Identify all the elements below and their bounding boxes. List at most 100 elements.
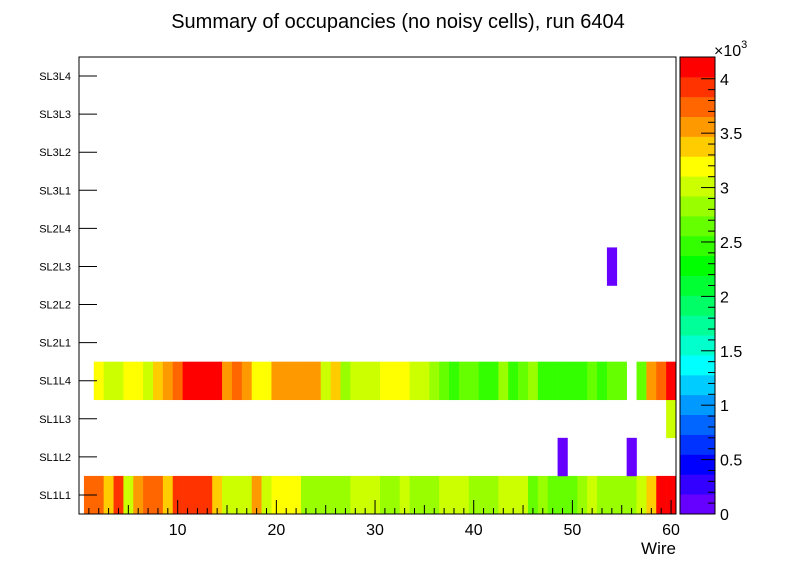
z-exponent-base: ×10 <box>714 43 741 60</box>
cell-sl1l4-wire-27 <box>340 361 351 401</box>
cell-sl1l4-wire-5 <box>123 361 134 401</box>
cell-sl1l4-wire-42 <box>488 361 499 401</box>
cell-sl1l1-wire-9 <box>162 475 174 515</box>
cell-sl1l1-wire-52 <box>587 475 598 515</box>
palette-band-12 <box>680 255 715 276</box>
cell-sl1l1-wire-46 <box>527 475 539 515</box>
color-palette <box>680 57 715 515</box>
cell-sl1l4-wire-8 <box>153 361 164 401</box>
y-tick-label-sl2l1: SL2L1 <box>39 338 71 350</box>
cell-sl1l4-wire-57 <box>636 361 647 401</box>
cell-sl1l4-wire-26 <box>330 361 341 401</box>
cell-sl1l1-wire-29 <box>360 475 371 515</box>
cell-sl1l1-wire-32 <box>389 475 400 515</box>
cell-sl1l1-wire-54 <box>606 475 618 515</box>
palette-band-11 <box>680 275 715 296</box>
y-tick-label-sl3l3: SL3L3 <box>39 109 71 121</box>
cell-sl1l4-wire-13 <box>202 361 213 401</box>
z-tick-label-0.5: 0.5 <box>720 453 742 470</box>
cell-sl1l1-wire-40 <box>468 475 479 515</box>
cell-sl2l3-wire-54 <box>606 247 618 286</box>
palette-band-15 <box>680 196 715 217</box>
palette-band-6 <box>680 374 715 396</box>
z-exponent-power: 3 <box>741 39 747 51</box>
cell-sl1l1-wire-45 <box>518 475 529 515</box>
cell-sl1l4-wire-55 <box>616 361 627 401</box>
cell-sl1l4-wire-20 <box>271 361 282 401</box>
x-tick-label-10: 10 <box>169 522 187 539</box>
cell-sl1l1-wire-13 <box>202 475 213 515</box>
palette-band-9 <box>680 315 715 336</box>
cell-sl1l4-wire-16 <box>231 361 243 401</box>
y-tick-label-sl2l4: SL2L4 <box>39 223 71 235</box>
cell-sl1l1-wire-3 <box>103 475 114 515</box>
palette-band-7 <box>680 355 715 376</box>
cell-sl1l1-wire-19 <box>261 475 272 515</box>
cell-sl1l1-wire-12 <box>192 475 203 515</box>
cell-sl1l4-wire-45 <box>518 361 529 401</box>
cell-sl1l1-wire-15 <box>222 475 233 515</box>
cell-sl1l4-wire-19 <box>261 361 272 401</box>
cell-sl1l1-wire-50 <box>567 475 578 515</box>
heatmap-cells <box>83 247 677 515</box>
cell-sl1l4-wire-38 <box>449 361 460 401</box>
cell-sl1l4-wire-50 <box>567 361 578 401</box>
palette-band-0 <box>680 494 715 515</box>
x-tick-label-50: 50 <box>563 522 581 539</box>
cell-sl1l4-wire-34 <box>409 361 420 401</box>
cell-sl1l4-wire-21 <box>281 361 292 401</box>
palette-band-17 <box>680 156 715 177</box>
cell-sl1l4-wire-53 <box>597 361 608 401</box>
cell-sl1l4-wire-49 <box>557 361 568 401</box>
cell-sl1l1-wire-28 <box>350 475 361 515</box>
palette-band-4 <box>680 414 715 435</box>
cell-sl1l4-wire-29 <box>360 361 371 401</box>
cell-sl1l1-wire-56 <box>626 475 637 515</box>
z-tick-label-3: 3 <box>720 181 729 198</box>
y-tick-label-sl2l3: SL2L3 <box>39 261 71 273</box>
palette-band-16 <box>680 176 715 197</box>
cell-sl1l1-wire-47 <box>537 475 549 515</box>
cell-sl1l4-wire-18 <box>251 361 262 401</box>
y-tick-label-sl1l2: SL1L2 <box>39 452 71 464</box>
cell-sl1l4-wire-28 <box>350 361 361 401</box>
cell-sl1l1-wire-35 <box>419 475 430 515</box>
cell-sl1l4-wire-33 <box>399 361 410 401</box>
cell-sl1l1-wire-55 <box>616 475 627 515</box>
cell-sl1l4-wire-59 <box>656 361 667 401</box>
cell-sl1l4-wire-11 <box>182 361 193 401</box>
y-tick-label-sl3l2: SL3L2 <box>39 147 71 159</box>
y-tick-label-sl2l2: SL2L2 <box>39 300 71 312</box>
cell-sl1l4-wire-58 <box>646 361 657 401</box>
cell-sl1l1-wire-39 <box>458 475 470 515</box>
cell-sl1l1-wire-24 <box>310 475 322 515</box>
palette-band-14 <box>680 215 715 237</box>
palette-band-13 <box>680 235 715 257</box>
cell-sl1l1-wire-42 <box>488 475 499 515</box>
y-tick-label-sl3l1: SL3L1 <box>39 185 71 197</box>
palette-band-1 <box>680 474 715 495</box>
palette-band-3 <box>680 434 715 455</box>
cell-sl1l4-wire-22 <box>291 361 302 401</box>
palette-band-22 <box>680 57 715 78</box>
cell-sl1l4-wire-12 <box>192 361 203 401</box>
cell-sl1l1-wire-49 <box>557 475 568 515</box>
cell-sl1l4-wire-7 <box>143 361 154 401</box>
cell-sl1l1-wire-11 <box>182 475 193 515</box>
cell-sl1l1-wire-30 <box>370 475 381 515</box>
cell-sl1l4-wire-44 <box>508 361 519 401</box>
cell-sl1l4-wire-25 <box>320 361 331 401</box>
cell-sl1l4-wire-37 <box>439 361 450 401</box>
cell-sl1l1-wire-36 <box>429 475 440 515</box>
cell-sl1l4-wire-23 <box>301 361 312 401</box>
cell-sl1l4-wire-40 <box>468 361 479 401</box>
plot-frame <box>78 56 677 515</box>
cell-sl1l1-wire-48 <box>547 475 558 515</box>
cell-sl1l1-wire-58 <box>646 475 657 515</box>
cell-sl1l4-wire-60 <box>666 361 677 401</box>
cell-sl1l1-wire-26 <box>330 475 341 515</box>
palette-band-18 <box>680 136 715 157</box>
z-tick-label-1.5: 1.5 <box>720 344 742 361</box>
cell-sl1l4-wire-3 <box>103 361 114 401</box>
cell-sl1l1-wire-22 <box>291 475 302 515</box>
